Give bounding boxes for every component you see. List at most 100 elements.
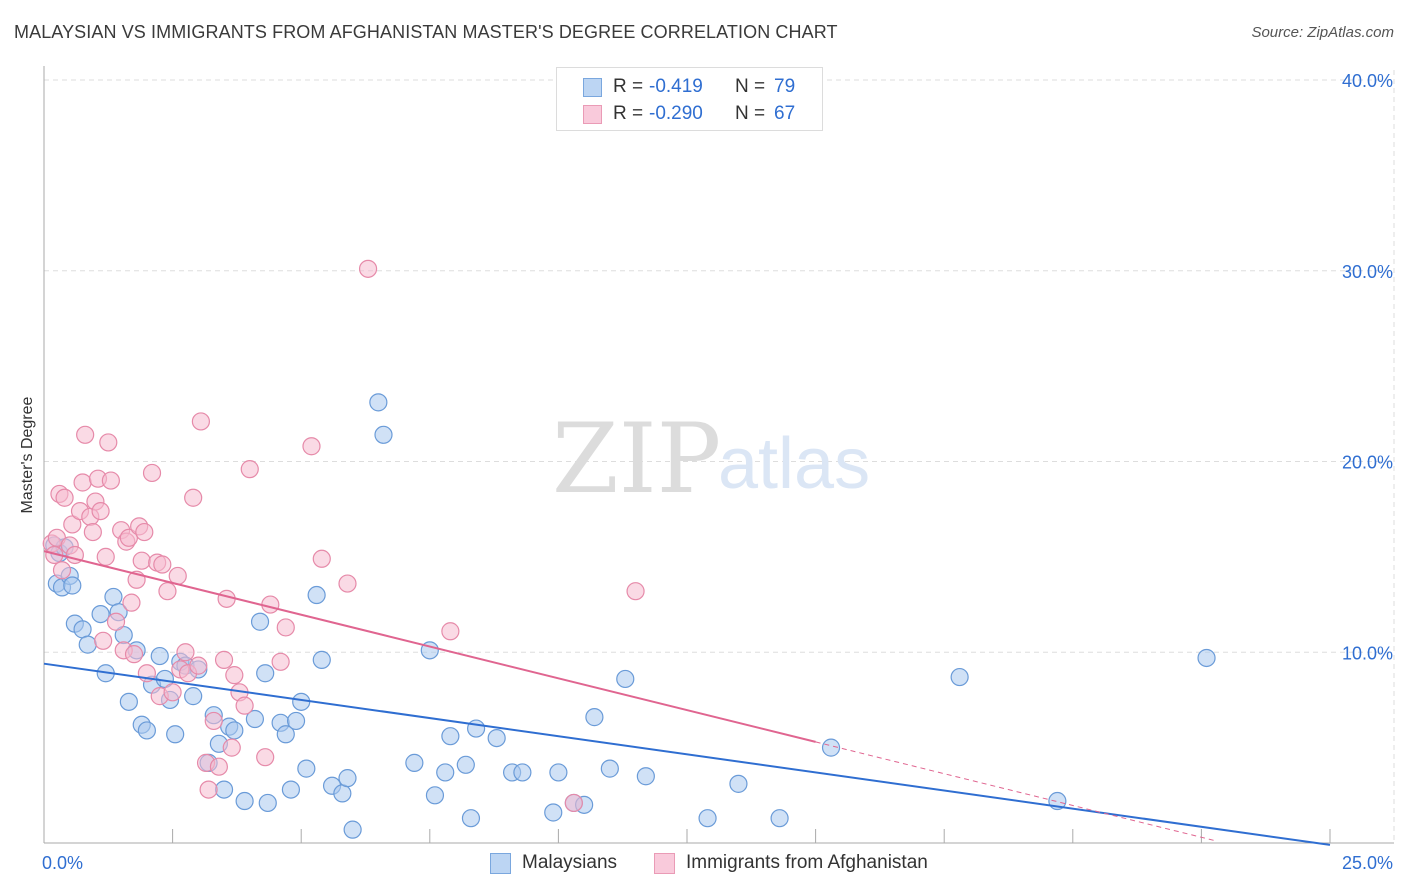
y-tick-label: 30.0% [1342,262,1393,282]
trend-line-afghanistan-extension [815,741,1217,842]
data-point [585,708,604,727]
data-point [441,622,460,641]
data-point [549,763,568,782]
data-point [235,791,254,811]
data-point [358,259,378,278]
data-point [225,721,244,740]
data-point [73,620,92,639]
data-point [698,809,717,828]
data-point [204,711,223,731]
data-point [225,666,244,685]
data-point [63,515,82,534]
data-point [436,763,455,782]
stats-legend: R = -0.419 N = 79 R = -0.290 N = 67 [556,67,823,131]
data-point [184,488,203,507]
tick-labels: 10.0% 20.0% 30.0% 40.0% 0.0% 25.0% [42,71,1393,873]
data-point [271,652,290,671]
watermark-atlas: atlas [718,424,870,504]
data-point [261,595,280,614]
data-point [626,582,645,601]
data-point [487,728,506,748]
r-value: -0.290 [649,103,703,124]
data-point [214,650,234,669]
x-tick-label: 25.0% [1342,853,1393,873]
r-label: R = [613,76,644,97]
data-point [281,780,301,799]
data-point [286,711,306,731]
legend-label-malaysians: Malaysians [522,852,618,873]
data-point [83,522,102,542]
data-point [729,774,748,793]
data-point [150,646,169,666]
data-point [564,793,583,813]
data-point [214,780,234,799]
swatch-malaysians [490,853,511,874]
chart-title: MALAYSIAN VS IMMIGRANTS FROM AFGHANISTAN… [14,22,838,42]
data-point [73,473,92,492]
data-point [76,425,95,444]
data-point [544,803,563,822]
data-point [374,425,393,444]
data-point [78,635,97,654]
x-tick-label: 0.0% [42,853,83,873]
data-point [176,643,195,662]
data-point [250,612,270,631]
data-point [101,471,120,490]
data-point [333,784,352,803]
trend-line-malaysians [43,662,1331,846]
data-point [158,582,177,601]
data-point [770,809,789,828]
n-label: N = [735,103,766,124]
data-point [338,574,357,593]
data-point [343,820,362,839]
data-point [441,727,460,746]
swatch-afghanistan [583,105,602,124]
data-point [119,692,138,711]
data-point [461,809,481,828]
data-point [950,667,969,687]
series-afghanistan [42,259,645,813]
data-point [369,393,388,412]
data-point [124,645,144,664]
data-point [425,786,445,805]
data-point [466,719,486,738]
data-point [222,738,241,757]
source-label: Source: ZipAtlas.com [1251,24,1394,41]
y-tick-label: 10.0% [1342,643,1393,663]
data-point [456,755,475,774]
n-value: 67 [774,103,796,124]
data-point [297,759,316,778]
data-point [240,460,259,479]
data-point [821,738,841,757]
data-point [55,488,74,507]
data-point [91,604,110,624]
watermark-zip: ZIP [552,403,721,515]
data-point [600,759,619,778]
data-point [256,664,275,683]
data-point [405,753,424,772]
r-label: R = [613,103,644,124]
data-point [184,687,203,706]
trend-lines [43,550,1331,846]
data-point [217,589,236,608]
data-point [276,618,295,637]
y-tick-label: 40.0% [1342,71,1393,91]
data-point [302,437,321,456]
grid-lines [44,70,1395,843]
data-point [276,725,295,744]
data-point [135,522,154,542]
data-point [191,412,210,431]
data-point [163,683,182,702]
watermark: ZIP atlas [552,403,870,515]
data-point [338,769,357,788]
data-point [245,709,265,729]
data-point [258,793,277,813]
axes [43,66,1394,844]
data-point [256,748,275,767]
data-point [312,549,331,568]
data-point [96,547,115,566]
data-point [513,763,532,782]
data-point [166,725,185,744]
trend-line-afghanistan [43,550,816,743]
data-point [132,551,151,570]
